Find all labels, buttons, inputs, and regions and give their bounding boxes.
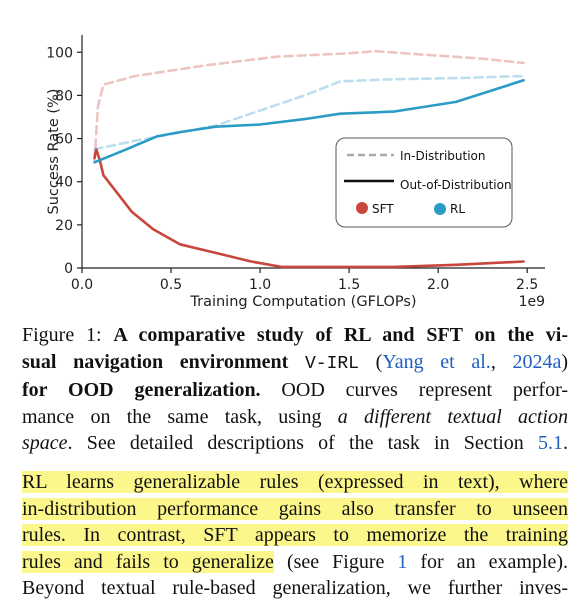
cite-author-link[interactable]: Yang et al. [382, 350, 491, 373]
sft-in-distribution-line [93, 49, 525, 162]
y-tick-label: 60 [55, 132, 73, 148]
citation[interactable]: (Yang et al., 2024a) [376, 351, 568, 373]
y-tick-label: 80 [55, 88, 73, 104]
chart-labels-layer: 0 20 40 60 80 100 0.0 0.5 1.0 1.5 2.0 2.5 Training C… [46, 45, 545, 310]
legend-rl: RL [450, 202, 465, 216]
x-tick-label: 0.0 [71, 277, 93, 293]
x-tick-label: 2.5 [516, 277, 538, 293]
caption-line-4-text: mance on the same task, using [22, 405, 338, 428]
highlight-1: RL learns generalizable rules (expressed… [22, 471, 568, 493]
highlight-4: rules and fails to generalize [22, 550, 274, 573]
caption-line-1: Figure 1: A comparative study of RL and … [22, 322, 568, 349]
caption-line-5: space. See detailed descriptions of the … [22, 430, 568, 457]
sft-out-of-distribution-line [93, 148, 525, 269]
para-line-2: in-distribution performance gains also t… [22, 496, 568, 523]
x-tick-label: 1.0 [249, 277, 271, 293]
x-multiplier-label: 1e9 [519, 294, 545, 310]
section-ref-link[interactable]: 5.1 [538, 432, 563, 454]
y-axis-title: Success Rate (%) [46, 89, 62, 215]
cite-open: ( [375, 350, 383, 373]
cite-year-link[interactable]: 2024a [512, 350, 562, 373]
y-tick-label: 0 [64, 261, 73, 277]
body-paragraph: RL learns generalizable rules (expressed… [22, 469, 568, 602]
caption-bold-1: A comparative study of RL and SFT on the… [113, 324, 568, 346]
chart-legend: In-Distribution Out-of-Distribution SFT … [335, 137, 513, 228]
para-line-5: Beyond textual rule-based generalization… [22, 575, 568, 602]
y-tick-label: 40 [55, 175, 73, 191]
cite-close: ) [561, 350, 569, 373]
chart-series-layer [93, 49, 525, 269]
x-tick-label: 2.0 [427, 277, 449, 293]
legend-in-distribution: In-Distribution [400, 149, 485, 163]
caption-label: Figure 1: [22, 324, 102, 346]
x-tick-label: 1.5 [338, 277, 360, 293]
caption-line-2: sual navigation environment V-IRL (Yang … [22, 349, 568, 378]
highlight-3: rules. In contrast, SFT appears to memor… [22, 524, 568, 546]
para-line-3: rules. In contrast, SFT appears to memor… [22, 522, 568, 549]
caption-period: . [563, 432, 568, 454]
figure-caption: Figure 1: A comparative study of RL and … [22, 322, 568, 457]
caption-italic-5: a different textual action [337, 405, 568, 428]
para-text-5: Beyond textual rule-based generalization… [22, 577, 568, 599]
env-name: V-IRL [304, 353, 359, 374]
para-text-4a: (see Figure [273, 550, 398, 573]
caption-italic-6: space [22, 432, 68, 454]
caption-plain-3: OOD curves represent perfor- [260, 379, 568, 401]
para-line-4: rules and fails to generalize (see Figur… [22, 549, 568, 576]
legend-box [335, 137, 513, 228]
comparison-chart: 0 20 40 60 80 100 0.0 0.5 1.0 1.5 2.0 2.5 Training C… [46, 35, 545, 310]
caption-line-3: for OOD generalization. OOD curves repre… [22, 377, 568, 404]
legend-out-of-distribution: Out-of-Distribution [400, 178, 512, 192]
x-tick-label: 0.5 [160, 277, 182, 293]
para-text-4b: for an example). [407, 550, 568, 573]
caption-line-4: mance on the same task, using a differen… [22, 404, 568, 431]
caption-bold-2: sual navigation environment [22, 350, 289, 373]
x-axis-title: Training Computation (GFLOPs) [189, 294, 416, 310]
chart-axes [77, 35, 545, 273]
figure-ref-link[interactable]: 1 [397, 550, 408, 573]
legend-rl-marker [434, 203, 446, 215]
para-line-1: RL learns generalizable rules (expressed… [22, 469, 568, 496]
caption-bold-3: for OOD generalization. [22, 379, 261, 401]
rl-out-of-distribution-line [93, 79, 525, 164]
caption-plain-6: . See detailed descriptions of the task … [67, 432, 538, 454]
legend-sft: SFT [372, 202, 394, 216]
y-tick-label: 20 [55, 218, 73, 234]
legend-sft-marker [356, 202, 368, 214]
highlight-2: in-distribution performance gains also t… [22, 497, 568, 520]
y-tick-label: 100 [46, 45, 73, 61]
cite-sep: , [490, 350, 513, 373]
